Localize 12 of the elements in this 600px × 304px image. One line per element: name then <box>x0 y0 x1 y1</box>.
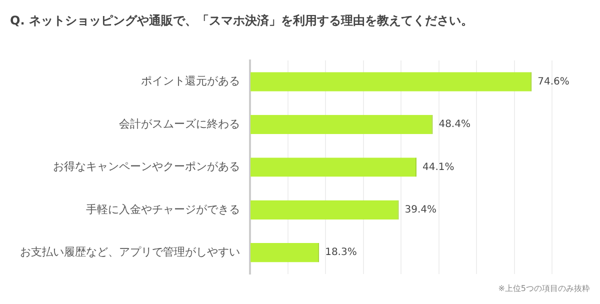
data-label: 48.4% <box>438 119 470 130</box>
text: ※上位5つの項目のみ抜粋 <box>498 283 590 294</box>
y-tick-label: 手軽に入金やチャージができる <box>86 202 240 216</box>
data-label: 44.1% <box>422 162 454 173</box>
y-tick-label: お支払い履歴など、アプリで管理がしやすい <box>20 246 240 258</box>
y-tick-label: お得なキャンペーンやクーポンがある <box>53 160 240 174</box>
data-label: 74.6% <box>538 76 570 88</box>
y-tick-label: ポイント還元がある <box>141 74 240 88</box>
data-label: 18.3% <box>325 247 357 258</box>
y-tick-label: 会計がスムーズに終わる <box>119 117 240 130</box>
data-label: 39.4% <box>404 204 437 216</box>
chart-title: Q. ネットショッピングや通販で、「スマホ決済」を利用する理由を教えてください。 <box>10 13 473 28</box>
